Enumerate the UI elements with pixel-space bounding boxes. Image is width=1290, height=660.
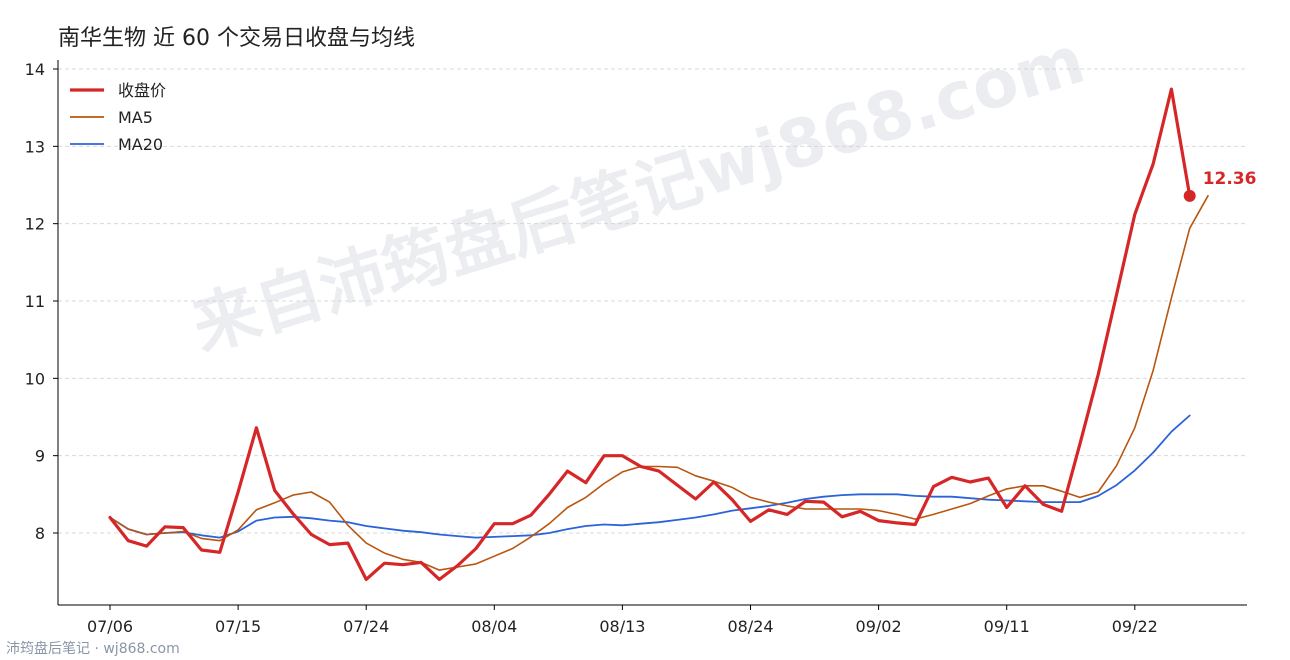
- series: [108, 87, 1209, 582]
- legend-label-MA20: MA20: [118, 135, 163, 154]
- x-tick-label-07/06: 07/06: [87, 617, 133, 636]
- chart-title: 南华生物 近 60 个交易日收盘与均线: [58, 26, 415, 51]
- y-tick-label-10: 10: [25, 369, 45, 388]
- x-tick-label-07/24: 07/24: [343, 617, 389, 636]
- x-tick-label-08/24: 08/24: [727, 617, 773, 636]
- annotations: 12.36: [1183, 169, 1257, 202]
- series-line-MA20: [109, 414, 1191, 539]
- y-tick-label-14: 14: [25, 60, 45, 79]
- y-tick-label-12: 12: [25, 215, 45, 234]
- x-tick-label-09/11: 09/11: [984, 617, 1030, 636]
- x-tick-label-08/13: 08/13: [599, 617, 645, 636]
- grid-lines: [58, 68, 1247, 534]
- x-tick-label-09/22: 09/22: [1112, 617, 1158, 636]
- y-tick-label-8: 8: [35, 524, 45, 543]
- watermark-text: 来自沛筠盘后笔记wj868.com: [184, 21, 1094, 366]
- legend-label-收盘价: 收盘价: [118, 81, 166, 100]
- watermark: 来自沛筠盘后笔记wj868.com: [184, 21, 1094, 366]
- legend: 收盘价 MA5 MA20: [70, 81, 166, 154]
- x-tick-label-08/04: 08/04: [471, 617, 517, 636]
- x-tick-label-09/02: 09/02: [856, 617, 902, 636]
- last-close-marker: [1183, 189, 1196, 202]
- x-tick-label-07/15: 07/15: [215, 617, 261, 636]
- last-close-label: 12.36: [1203, 169, 1257, 189]
- series-line-MA5: [109, 195, 1209, 571]
- y-ticks: 8 9 10 11 12 13 14: [25, 60, 58, 543]
- y-tick-label-11: 11: [25, 292, 45, 311]
- legend-label-MA5: MA5: [118, 108, 153, 127]
- footer-credit: 沛筠盘后笔记 · wj868.com: [6, 641, 180, 657]
- y-tick-label-13: 13: [25, 137, 45, 156]
- y-tick-label-9: 9: [35, 447, 45, 466]
- series-line-收盘价: [108, 87, 1192, 582]
- axes: [57, 60, 1247, 606]
- x-ticks: 07/06 07/15 07/24 08/04 08/13 08/24 09/02 09/11…: [87, 605, 1158, 636]
